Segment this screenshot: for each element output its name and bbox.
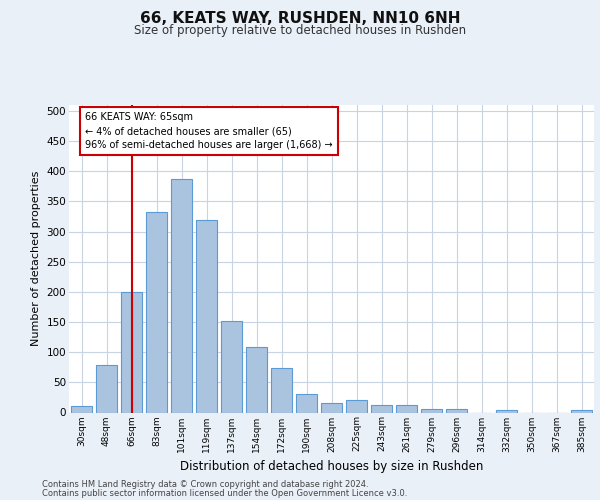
X-axis label: Distribution of detached houses by size in Rushden: Distribution of detached houses by size … [180,460,483,473]
Bar [196,220,217,412]
Bar [321,403,342,412]
Bar [446,410,467,412]
Bar [346,400,367,412]
Text: Contains public sector information licensed under the Open Government Licence v3: Contains public sector information licen… [42,488,407,498]
Bar [271,368,292,412]
Bar [221,322,242,412]
Bar [396,404,417,412]
Text: Contains HM Land Registry data © Crown copyright and database right 2024.: Contains HM Land Registry data © Crown c… [42,480,368,489]
Bar [421,409,442,412]
Bar [171,178,192,412]
Text: 66, KEATS WAY, RUSHDEN, NN10 6NH: 66, KEATS WAY, RUSHDEN, NN10 6NH [140,11,460,26]
Text: 66 KEATS WAY: 65sqm
← 4% of detached houses are smaller (65)
96% of semi-detache: 66 KEATS WAY: 65sqm ← 4% of detached hou… [85,112,333,150]
Bar [121,292,142,412]
Bar [296,394,317,412]
Bar [146,212,167,412]
Bar [71,406,92,412]
Bar [246,348,267,412]
Y-axis label: Number of detached properties: Number of detached properties [31,171,41,346]
Bar [571,410,592,412]
Bar [496,410,517,412]
Bar [96,366,117,412]
Bar [371,406,392,412]
Text: Size of property relative to detached houses in Rushden: Size of property relative to detached ho… [134,24,466,37]
